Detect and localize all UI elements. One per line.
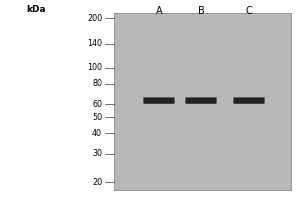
Text: 100: 100	[87, 63, 102, 72]
Text: 140: 140	[87, 39, 102, 48]
Text: 80: 80	[92, 79, 102, 88]
Text: kDa: kDa	[26, 4, 46, 14]
Text: 60: 60	[92, 100, 102, 109]
Text: 20: 20	[92, 178, 102, 187]
Text: C: C	[246, 6, 252, 16]
Text: 40: 40	[92, 129, 102, 138]
Text: 200: 200	[87, 14, 102, 23]
Text: B: B	[198, 6, 204, 16]
Text: 50: 50	[92, 113, 102, 122]
Text: A: A	[156, 6, 162, 16]
Text: 30: 30	[92, 149, 102, 158]
